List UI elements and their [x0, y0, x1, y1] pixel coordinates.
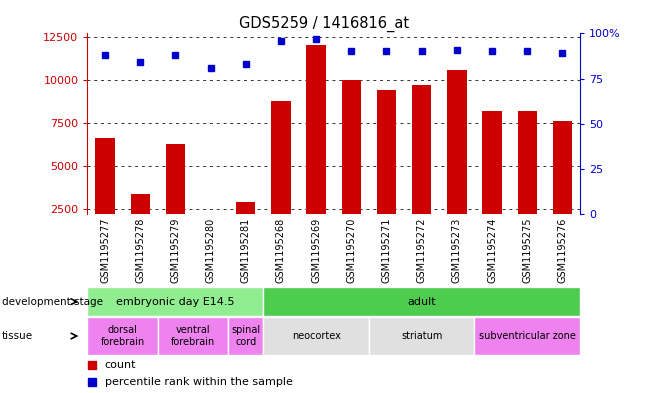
Text: spinal
cord: spinal cord	[231, 325, 260, 347]
Bar	[482, 111, 502, 252]
Text: percentile rank within the sample: percentile rank within the sample	[105, 377, 293, 387]
Bar	[228, 317, 263, 355]
Bar	[518, 111, 537, 252]
Text: GSM1195274: GSM1195274	[487, 218, 497, 283]
Text: GSM1195273: GSM1195273	[452, 218, 462, 283]
Bar	[158, 317, 228, 355]
Bar	[95, 138, 115, 252]
Text: GSM1195271: GSM1195271	[382, 218, 391, 283]
Bar	[376, 90, 396, 252]
Bar	[236, 202, 255, 252]
Text: GSM1195272: GSM1195272	[417, 218, 426, 283]
Text: GDS5259 / 1416816_at: GDS5259 / 1416816_at	[239, 15, 409, 32]
Text: subventricular zone: subventricular zone	[479, 331, 575, 341]
Bar	[447, 70, 467, 252]
Bar	[130, 193, 150, 252]
Text: GSM1195270: GSM1195270	[346, 218, 356, 283]
Bar	[263, 287, 580, 316]
Text: neocortex: neocortex	[292, 331, 341, 341]
Text: GSM1195275: GSM1195275	[522, 218, 532, 283]
Bar	[341, 80, 361, 252]
Bar	[201, 214, 220, 252]
Text: dorsal
forebrain: dorsal forebrain	[100, 325, 145, 347]
Text: GSM1195277: GSM1195277	[100, 218, 110, 283]
Text: development stage: development stage	[2, 297, 103, 307]
Text: GSM1195269: GSM1195269	[311, 218, 321, 283]
Text: GSM1195276: GSM1195276	[557, 218, 568, 283]
Text: embryonic day E14.5: embryonic day E14.5	[116, 297, 235, 307]
Text: ventral
forebrain: ventral forebrain	[171, 325, 215, 347]
Bar	[272, 101, 290, 252]
Bar	[87, 287, 263, 316]
Text: count: count	[105, 360, 136, 369]
Text: striatum: striatum	[401, 331, 443, 341]
Text: GSM1195279: GSM1195279	[170, 218, 180, 283]
Bar	[87, 317, 158, 355]
Bar	[263, 317, 369, 355]
Text: GSM1195280: GSM1195280	[205, 218, 216, 283]
Bar	[166, 143, 185, 252]
Bar	[369, 317, 474, 355]
Text: GSM1195278: GSM1195278	[135, 218, 145, 283]
Text: adult: adult	[408, 297, 436, 307]
Text: tissue: tissue	[2, 331, 33, 341]
Bar	[474, 317, 580, 355]
Text: GSM1195281: GSM1195281	[241, 218, 251, 283]
Bar	[553, 121, 572, 252]
Bar	[412, 85, 432, 252]
Bar	[307, 46, 326, 252]
Text: GSM1195268: GSM1195268	[276, 218, 286, 283]
